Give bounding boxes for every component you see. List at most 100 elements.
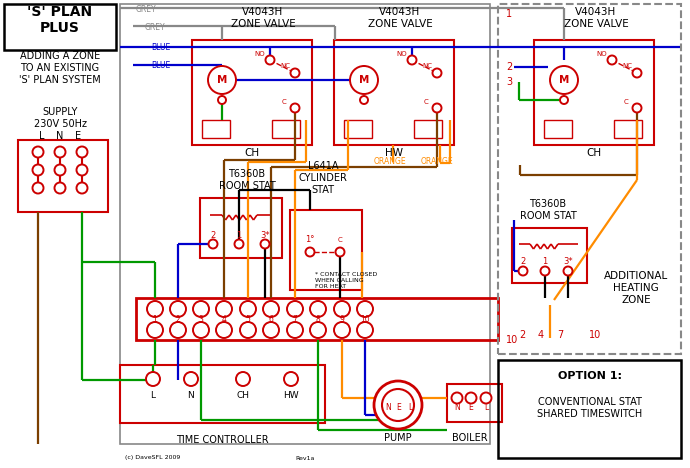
Text: 8: 8	[315, 315, 320, 324]
Bar	[200, 198, 282, 258]
Text: L: L	[39, 131, 45, 141]
Text: 6: 6	[268, 315, 273, 324]
Circle shape	[55, 183, 66, 193]
Text: ADDITIONAL
HEATING
ZONE: ADDITIONAL HEATING ZONE	[604, 271, 668, 305]
Text: 'S' PLAN
PLUS: 'S' PLAN PLUS	[28, 5, 92, 35]
Text: C: C	[282, 99, 286, 105]
Circle shape	[266, 56, 275, 65]
Circle shape	[433, 68, 442, 78]
Circle shape	[170, 301, 186, 317]
Circle shape	[146, 372, 160, 386]
Circle shape	[290, 68, 299, 78]
Bar	[290, 210, 362, 290]
Circle shape	[408, 56, 417, 65]
Bar	[192, 40, 312, 145]
Text: 3: 3	[199, 315, 204, 324]
Circle shape	[236, 372, 250, 386]
Text: GREY: GREY	[136, 5, 157, 14]
Text: CH: CH	[586, 148, 602, 158]
Text: NO: NO	[397, 51, 407, 57]
Circle shape	[208, 240, 217, 249]
Bar	[614, 120, 642, 138]
Text: ORANGE: ORANGE	[421, 158, 453, 167]
Text: Rev1a: Rev1a	[295, 455, 315, 461]
Bar	[498, 4, 681, 354]
Bar	[202, 120, 230, 138]
Bar	[334, 40, 454, 145]
Circle shape	[564, 266, 573, 276]
Text: V4043H
ZONE VALVE: V4043H ZONE VALVE	[564, 7, 629, 29]
Circle shape	[466, 393, 477, 403]
Text: E: E	[75, 131, 81, 141]
Circle shape	[310, 322, 326, 338]
Text: 10: 10	[360, 315, 370, 324]
Circle shape	[284, 372, 298, 386]
Bar	[344, 120, 372, 138]
Text: 3*: 3*	[260, 231, 270, 240]
Text: 1: 1	[542, 257, 548, 266]
Text: C: C	[424, 99, 428, 105]
Circle shape	[147, 322, 163, 338]
Text: 1: 1	[152, 315, 157, 324]
Circle shape	[263, 301, 279, 317]
Text: N: N	[57, 131, 63, 141]
Bar	[136, 298, 498, 340]
Text: 1: 1	[237, 231, 241, 240]
Circle shape	[335, 248, 344, 256]
Bar	[18, 140, 108, 212]
Bar	[512, 228, 587, 283]
Bar	[120, 4, 490, 444]
Circle shape	[550, 66, 578, 94]
Text: M: M	[359, 75, 369, 85]
Text: V4043H
ZONE VALVE: V4043H ZONE VALVE	[368, 7, 433, 29]
Circle shape	[184, 372, 198, 386]
Text: 2: 2	[506, 62, 512, 72]
Circle shape	[480, 393, 491, 403]
Text: SUPPLY
230V 50Hz: SUPPLY 230V 50Hz	[34, 107, 86, 129]
Text: 1: 1	[506, 9, 512, 19]
Circle shape	[55, 164, 66, 176]
Circle shape	[374, 381, 422, 429]
Text: T6360B
ROOM STAT: T6360B ROOM STAT	[520, 199, 576, 221]
Bar	[414, 120, 442, 138]
Circle shape	[607, 56, 616, 65]
Text: 4: 4	[538, 330, 544, 340]
Text: N: N	[385, 403, 391, 412]
Circle shape	[235, 240, 244, 249]
Text: * CONTACT CLOSED
WHEN CALLING
FOR HEAT: * CONTACT CLOSED WHEN CALLING FOR HEAT	[315, 272, 377, 289]
Circle shape	[360, 96, 368, 104]
Text: HW: HW	[385, 148, 403, 158]
Circle shape	[170, 322, 186, 338]
Text: 7: 7	[557, 330, 563, 340]
Circle shape	[287, 301, 303, 317]
Circle shape	[334, 322, 350, 338]
Circle shape	[77, 164, 88, 176]
Text: N: N	[454, 403, 460, 412]
Text: L641A
CYLINDER
STAT: L641A CYLINDER STAT	[299, 161, 348, 195]
Text: M: M	[217, 75, 227, 85]
Bar	[4, 4, 116, 50]
Text: (c) DaveSFL 2009: (c) DaveSFL 2009	[125, 455, 180, 461]
Circle shape	[633, 103, 642, 112]
Circle shape	[240, 322, 256, 338]
Text: 2: 2	[519, 330, 525, 340]
Text: BOILER: BOILER	[452, 433, 488, 443]
Circle shape	[518, 266, 527, 276]
Text: L: L	[408, 403, 412, 412]
Text: HW: HW	[283, 392, 299, 401]
Text: CH: CH	[244, 148, 259, 158]
Text: BLUE: BLUE	[151, 43, 170, 51]
Circle shape	[208, 66, 236, 94]
Circle shape	[32, 146, 43, 158]
Text: NC: NC	[622, 63, 632, 69]
Text: L: L	[150, 392, 155, 401]
Text: NC: NC	[280, 63, 290, 69]
Circle shape	[433, 103, 442, 112]
Text: C: C	[337, 237, 342, 243]
Bar	[498, 360, 681, 458]
Bar	[272, 120, 300, 138]
Text: 2: 2	[176, 315, 180, 324]
Circle shape	[357, 322, 373, 338]
Circle shape	[32, 164, 43, 176]
Text: NC: NC	[422, 63, 432, 69]
